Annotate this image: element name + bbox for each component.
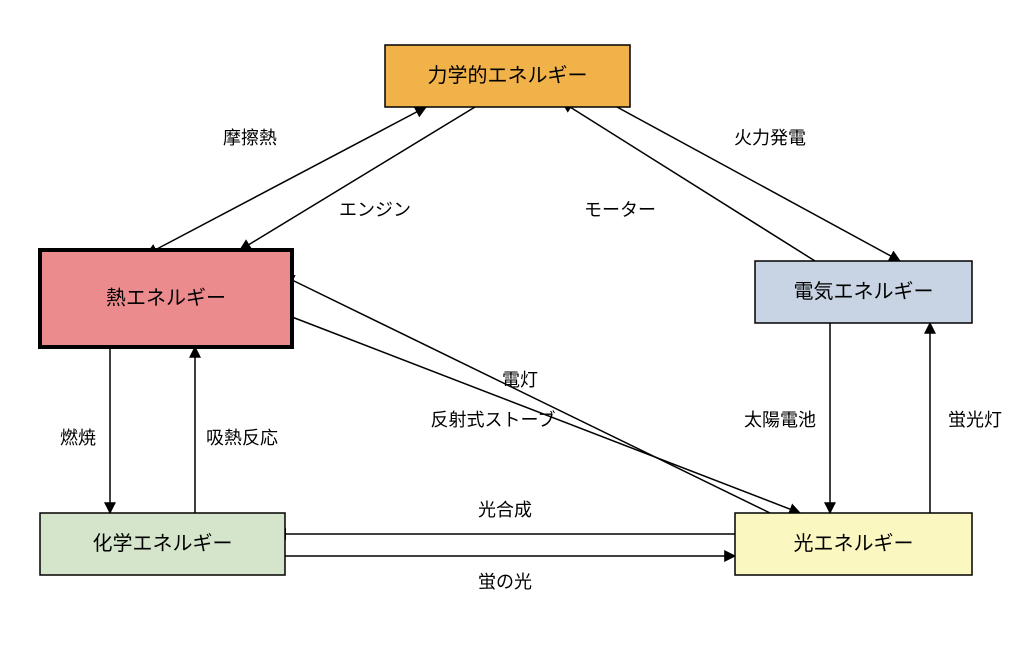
edge-label: 蛍の光 [478, 572, 532, 592]
edge-label: 反射式ストーブ [431, 409, 556, 430]
edge [155, 107, 426, 250]
node-label: 電気エネルギー [794, 280, 934, 303]
edge-label: 摩擦熱 [223, 128, 277, 148]
node-label: 力学的エネルギー [428, 64, 588, 87]
node-label: 熱エネルギー [106, 287, 226, 310]
node-thermal: 熱エネルギー [40, 250, 292, 347]
edge [292, 280, 770, 513]
edge-label: 電灯 [502, 370, 538, 390]
node-mechanical: 力学的エネルギー [385, 45, 630, 107]
edge-label: 光合成 [478, 500, 532, 520]
edge-label: エンジン [339, 200, 411, 220]
node-electrical: 電気エネルギー [755, 261, 972, 323]
edge-label: 燃焼 [60, 428, 96, 448]
edge-label: 蛍光灯 [948, 410, 1002, 430]
node-light: 光エネルギー [735, 513, 972, 575]
node-label: 化学エネルギー [93, 532, 233, 555]
edge-label: 火力発電 [734, 128, 806, 148]
edge-label: モーター [584, 200, 656, 220]
energy-diagram: 力学的エネルギー熱エネルギー 電気エネルギー化学エネルギー 光エネルギー 摩擦熱エン… [0, 0, 1024, 647]
node-chemical: 化学エネルギー [40, 513, 285, 575]
edge-label: 太陽電池 [744, 410, 816, 430]
node-label: 光エネルギー [794, 532, 914, 555]
edge-label: 吸熱反応 [206, 428, 278, 448]
